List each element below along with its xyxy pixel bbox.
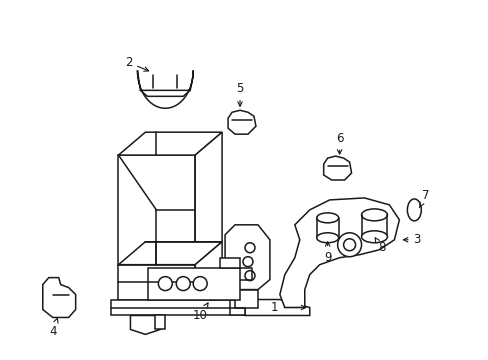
Polygon shape [244, 300, 309, 315]
Text: 3: 3 [403, 233, 420, 246]
Circle shape [244, 271, 254, 280]
Text: 10: 10 [192, 303, 207, 322]
Polygon shape [137, 71, 193, 108]
Polygon shape [155, 315, 165, 329]
Polygon shape [235, 289, 258, 307]
Text: 4: 4 [49, 318, 58, 338]
Ellipse shape [361, 209, 386, 221]
Ellipse shape [316, 233, 338, 243]
Polygon shape [323, 156, 351, 180]
Polygon shape [118, 132, 222, 155]
Text: 7: 7 [419, 189, 428, 208]
Text: 8: 8 [374, 238, 385, 254]
Circle shape [176, 276, 190, 291]
Polygon shape [118, 265, 195, 300]
Text: 6: 6 [335, 132, 343, 154]
Circle shape [158, 276, 172, 291]
Polygon shape [42, 278, 76, 318]
Ellipse shape [361, 231, 386, 243]
Ellipse shape [316, 213, 338, 223]
Polygon shape [195, 132, 222, 265]
Circle shape [343, 239, 355, 251]
Polygon shape [148, 268, 240, 300]
Text: 2: 2 [124, 56, 148, 71]
Circle shape [244, 243, 254, 253]
Circle shape [337, 233, 361, 257]
Text: 5: 5 [236, 82, 243, 106]
Polygon shape [227, 110, 255, 134]
Polygon shape [118, 155, 195, 265]
Polygon shape [220, 258, 240, 268]
Polygon shape [229, 300, 244, 315]
Polygon shape [118, 242, 222, 265]
Polygon shape [224, 225, 269, 289]
Polygon shape [130, 315, 160, 334]
Circle shape [243, 257, 252, 267]
Ellipse shape [407, 199, 421, 221]
Polygon shape [279, 198, 399, 307]
Circle shape [193, 276, 207, 291]
Text: 1: 1 [270, 301, 305, 314]
Text: 9: 9 [323, 242, 331, 264]
Polygon shape [195, 242, 222, 300]
Polygon shape [110, 300, 244, 315]
